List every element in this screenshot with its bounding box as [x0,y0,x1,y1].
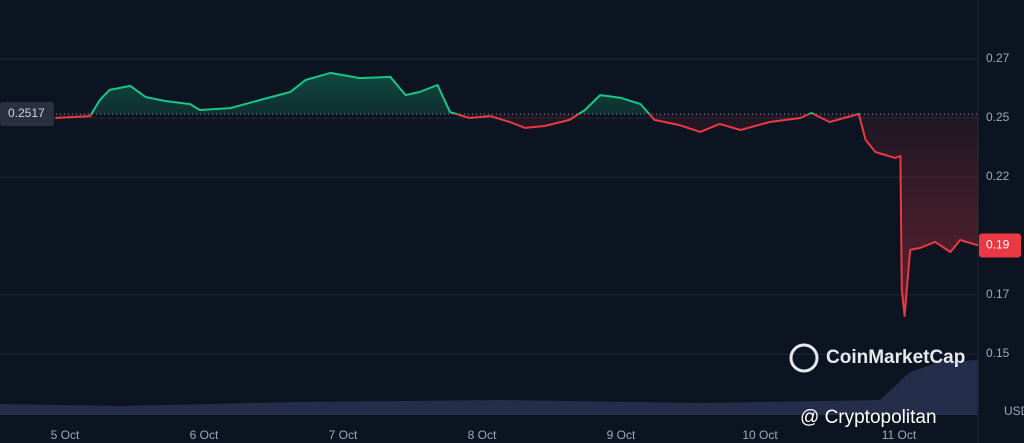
x-tick-label: 8 Oct [468,428,497,442]
x-tick-label: 9 Oct [607,428,636,442]
y-tick-label: 0.15 [986,346,1010,360]
volume-area [0,360,978,415]
logo [789,343,819,373]
x-tick-label: 7 Oct [329,428,358,442]
watermark: CoinMarketCap [826,347,965,368]
price-area [55,72,979,317]
y-tick-label: 0.17 [986,287,1010,301]
x-tick-label: 10 Oct [742,428,778,442]
baseline-label: 0.2517 [8,106,45,120]
y-tick-label: 0.27 [986,51,1010,65]
watermark-group: CoinMarketCap @ Cryptopolitan [789,343,965,428]
y-tick-label: 0.22 [986,169,1010,183]
price-tag [979,233,1021,258]
baseline-tag [0,101,54,126]
x-tick-label: 11 Oct [882,428,917,442]
credit: @ Cryptopolitan [800,407,937,428]
x-tick-label: 6 Oct [190,428,219,442]
price-line [55,71,979,317]
x-tick-label: 5 Oct [51,428,80,442]
price-tag-label: 0.19 [986,238,1010,252]
y-tick-label: 0.25 [986,110,1010,124]
currency: USD [1004,404,1024,418]
